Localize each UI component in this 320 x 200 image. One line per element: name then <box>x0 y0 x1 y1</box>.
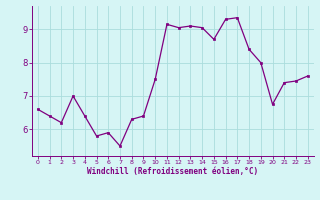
X-axis label: Windchill (Refroidissement éolien,°C): Windchill (Refroidissement éolien,°C) <box>87 167 258 176</box>
